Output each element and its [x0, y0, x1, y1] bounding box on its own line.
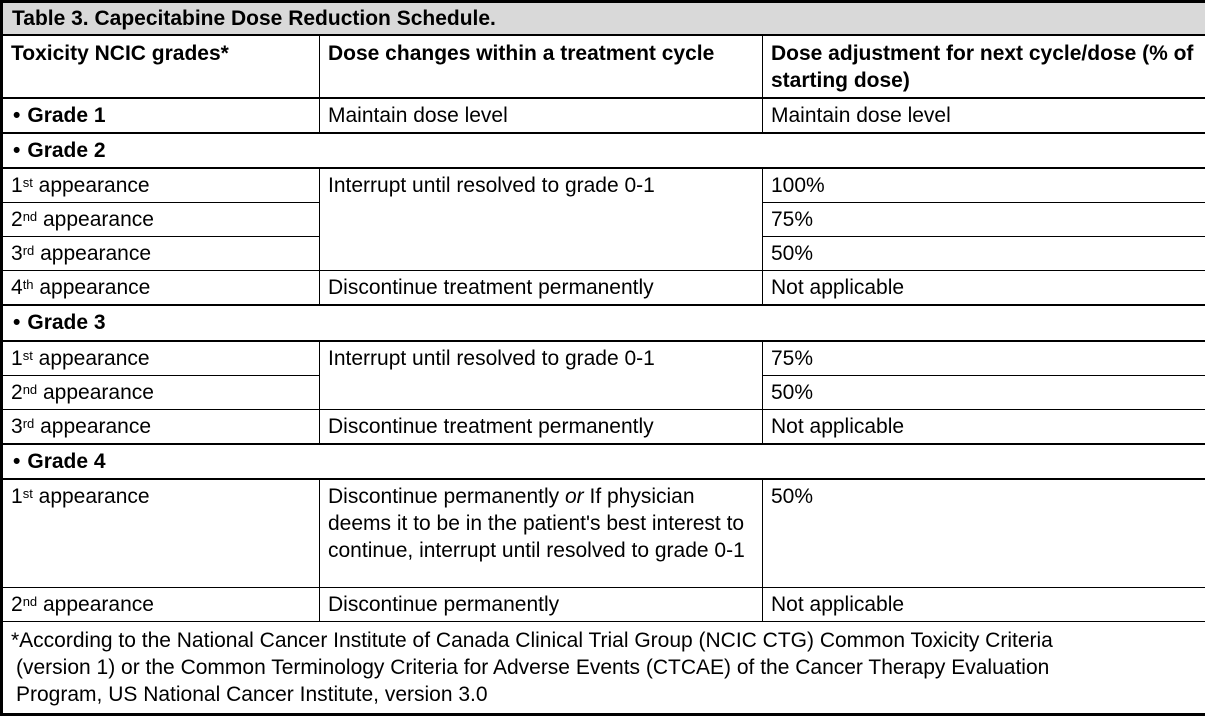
grade2-appearance1-adjustment-cell: 100%	[763, 168, 1205, 203]
grade1-label: Grade 1	[27, 104, 105, 127]
change-text-italic-or: or	[565, 485, 584, 508]
footnote-line-2: (version 1) or the Common Terminology Cr…	[11, 654, 1197, 681]
ordinal-suffix: rd	[23, 416, 35, 431]
grade3-label-cell: • Grade 3	[2, 305, 1205, 341]
grade2-label: Grade 2	[27, 139, 105, 162]
ordinal-suffix: th	[23, 277, 34, 292]
ordinal-number: 1	[11, 485, 23, 508]
grade2-appearance4-adjustment-cell: Not applicable	[763, 271, 1205, 306]
grade2-band-row: • Grade 2	[2, 133, 1205, 168]
grade4-appearance2-change-cell: Discontinue permanently	[320, 587, 763, 621]
ordinal-suffix: st	[23, 175, 33, 190]
grade4-appearance1-row: 1st appearance Discontinue permanently o…	[2, 479, 1205, 587]
ordinal-number: 2	[11, 381, 23, 404]
appearance-text: appearance	[34, 415, 151, 438]
ordinal-number: 1	[11, 347, 23, 370]
grade3-appearance1-cell: 1st appearance	[2, 341, 320, 376]
grade2-appearance4-row: 4th appearance Discontinue treatment per…	[2, 271, 1205, 306]
appearance-text: appearance	[37, 381, 154, 404]
column-header-toxicity-grades: Toxicity NCIC grades*	[2, 35, 320, 98]
appearance-text: appearance	[34, 242, 151, 265]
grade4-label: Grade 4	[27, 450, 105, 473]
table-title-row: Table 3. Capecitabine Dose Reduction Sch…	[2, 2, 1205, 36]
grade3-appearance1-row: 1st appearance Interrupt until resolved …	[2, 341, 1205, 376]
grade3-interrupt-cell: Interrupt until resolved to grade 0-1	[320, 341, 763, 410]
ordinal-suffix: st	[23, 486, 33, 501]
table-title: Table 3. Capecitabine Dose Reduction Sch…	[2, 2, 1205, 36]
grade2-appearance2-cell: 2nd appearance	[2, 203, 320, 237]
grade4-label-cell: • Grade 4	[2, 444, 1205, 479]
appearance-text: appearance	[34, 276, 151, 299]
grade2-appearance3-cell: 3rd appearance	[2, 237, 320, 271]
grade3-appearance2-adjustment-cell: 50%	[763, 376, 1205, 410]
ordinal-number: 2	[11, 208, 23, 231]
appearance-text: appearance	[33, 347, 150, 370]
ordinal-suffix: st	[23, 348, 33, 363]
bullet-icon: •	[13, 309, 20, 336]
grade3-appearance3-change-cell: Discontinue treatment permanently	[320, 410, 763, 445]
column-header-row: Toxicity NCIC grades* Dose changes withi…	[2, 35, 1205, 98]
ordinal-suffix: nd	[23, 209, 37, 224]
grade2-interrupt-cell: Interrupt until resolved to grade 0-1	[320, 168, 763, 271]
grade3-appearance3-cell: 3rd appearance	[2, 410, 320, 445]
ordinal-number: 1	[11, 174, 23, 197]
ordinal-number: 3	[11, 415, 23, 438]
ordinal-suffix: nd	[23, 594, 37, 609]
grade3-band-row: • Grade 3	[2, 305, 1205, 341]
footnote-row: *According to the National Cancer Instit…	[2, 621, 1205, 714]
ordinal-suffix: rd	[23, 243, 35, 258]
grade3-appearance1-adjustment-cell: 75%	[763, 341, 1205, 376]
column-header-dose-changes: Dose changes within a treatment cycle	[320, 35, 763, 98]
grade4-appearance2-cell: 2nd appearance	[2, 587, 320, 621]
appearance-text: appearance	[33, 174, 150, 197]
appearance-text: appearance	[33, 485, 150, 508]
grade1-change-cell: Maintain dose level	[320, 98, 763, 133]
bullet-icon: •	[13, 102, 20, 129]
bullet-icon: •	[13, 137, 20, 164]
grade3-appearance2-cell: 2nd appearance	[2, 376, 320, 410]
appearance-text: appearance	[37, 208, 154, 231]
grade3-label: Grade 3	[27, 311, 105, 334]
grade2-appearance4-cell: 4th appearance	[2, 271, 320, 306]
footnote: *According to the National Cancer Instit…	[2, 621, 1205, 714]
grade4-band-row: • Grade 4	[2, 444, 1205, 479]
ordinal-number: 3	[11, 242, 23, 265]
footnote-line-1: *According to the National Cancer Instit…	[11, 627, 1197, 654]
column-header-dose-adjustment: Dose adjustment for next cycle/dose (% o…	[763, 35, 1205, 98]
grade2-appearance1-cell: 1st appearance	[2, 168, 320, 203]
bullet-icon: •	[13, 448, 20, 475]
grade4-appearance1-adjustment-cell: 50%	[763, 479, 1205, 587]
grade2-appearance2-adjustment-cell: 75%	[763, 203, 1205, 237]
footnote-line-3: Program, US National Cancer Institute, v…	[11, 681, 1197, 708]
grade4-appearance2-row: 2nd appearance Discontinue permanently N…	[2, 587, 1205, 621]
grade1-row: • Grade 1 Maintain dose level Maintain do…	[2, 98, 1205, 133]
grade2-appearance1-row: 1st appearance Interrupt until resolved …	[2, 168, 1205, 203]
appearance-text: appearance	[37, 593, 154, 616]
ordinal-suffix: nd	[23, 382, 37, 397]
grade3-appearance3-row: 3rd appearance Discontinue treatment per…	[2, 410, 1205, 445]
change-text: Discontinue permanently	[328, 485, 565, 508]
grade4-appearance2-adjustment-cell: Not applicable	[763, 587, 1205, 621]
grade2-appearance4-change-cell: Discontinue treatment permanently	[320, 271, 763, 306]
grade4-appearance1-cell: 1st appearance	[2, 479, 320, 587]
grade1-adjustment-cell: Maintain dose level	[763, 98, 1205, 133]
grade2-appearance3-adjustment-cell: 50%	[763, 237, 1205, 271]
grade1-label-cell: • Grade 1	[2, 98, 320, 133]
grade4-appearance1-change-cell: Discontinue permanently or If physician …	[320, 479, 763, 587]
ordinal-number: 4	[11, 276, 23, 299]
grade3-appearance3-adjustment-cell: Not applicable	[763, 410, 1205, 445]
ordinal-number: 2	[11, 593, 23, 616]
grade2-label-cell: • Grade 2	[2, 133, 1205, 168]
